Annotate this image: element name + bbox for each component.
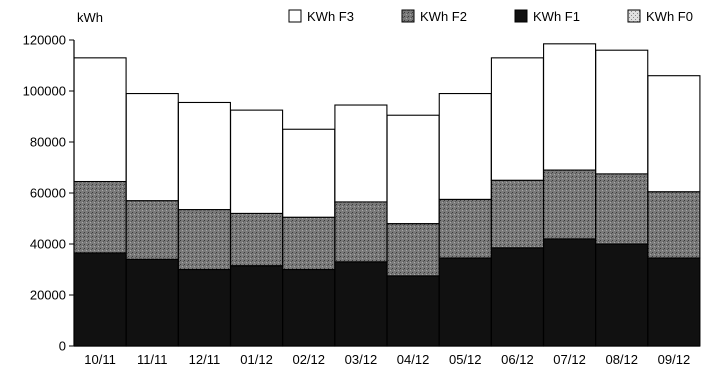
bar-segment-kwh-f2 xyxy=(490,179,544,249)
legend-label-kwh-f3: KWh F3 xyxy=(307,9,354,24)
bar-segment-kwh-f2 xyxy=(73,180,127,254)
bar-segment-kwh-f1 xyxy=(230,265,284,347)
bar-segment-kwh-f3 xyxy=(438,93,492,200)
bar-segment-kwh-f2 xyxy=(386,223,440,277)
bar-segment-kwh-f1 xyxy=(125,258,179,347)
bar-segment-kwh-f2 xyxy=(334,201,388,263)
bar-segment-kwh-f3 xyxy=(125,93,179,202)
legend-label-kwh-f2: KWh F2 xyxy=(420,9,467,24)
bar-segment-kwh-f3 xyxy=(386,114,440,225)
y-tick-label: 40000 xyxy=(30,237,66,252)
y-axis-unit-label: kWh xyxy=(77,10,103,25)
bar-segment-kwh-f3 xyxy=(490,57,544,181)
bar-segment-kwh-f2 xyxy=(125,200,179,260)
bar-segment-kwh-f1 xyxy=(334,261,388,347)
bar-segment-kwh-f3 xyxy=(334,104,388,203)
x-tick-label: 01/12 xyxy=(240,352,273,367)
bar-segment-kwh-f2 xyxy=(595,173,649,245)
legend-label-kwh-f1: KWh F1 xyxy=(533,9,580,24)
y-axis-ticks: 0 20000 40000 60000 80000 100000 120000 xyxy=(23,33,74,354)
bar-segment-kwh-f1 xyxy=(73,252,127,347)
bar-segment-kwh-f2 xyxy=(177,209,231,271)
legend-swatch-kwh-f1 xyxy=(514,9,528,23)
bar-segment-kwh-f2 xyxy=(438,198,492,259)
bar-segment-kwh-f1 xyxy=(647,257,701,347)
legend-label-kwh-f0: KWh F0 xyxy=(646,9,693,24)
x-tick-label: 06/12 xyxy=(501,352,534,367)
legend-swatch-kwh-f2 xyxy=(401,9,415,23)
bar-segment-kwh-f3 xyxy=(595,49,649,175)
x-tick-label: 10/11 xyxy=(84,352,116,367)
bar-segment-kwh-f3 xyxy=(543,43,597,171)
x-tick-label: 07/12 xyxy=(553,352,586,367)
bar-segment-kwh-f3 xyxy=(177,101,231,211)
x-axis-labels: 10/11 11/11 12/11 01/12 02/12 03/12 04/12 05/12… xyxy=(84,352,690,367)
y-tick-label: 120000 xyxy=(23,33,66,48)
y-tick-label: 80000 xyxy=(30,135,66,150)
bar-segment-kwh-f1 xyxy=(282,268,336,347)
x-tick-label: 08/12 xyxy=(605,352,638,367)
y-tick-label: 100000 xyxy=(23,84,66,99)
bar-segment-kwh-f1 xyxy=(543,238,597,347)
y-tick-label: 0 xyxy=(59,339,66,354)
x-tick-label: 11/11 xyxy=(137,352,168,367)
x-tick-label: 12/11 xyxy=(189,352,221,367)
bar-segment-kwh-f3 xyxy=(282,128,336,218)
legend-swatch-kwh-f0 xyxy=(627,9,641,23)
bar-segment-kwh-f1 xyxy=(386,275,440,347)
y-tick-label: 60000 xyxy=(30,186,66,201)
bar-segment-kwh-f2 xyxy=(282,216,336,271)
legend: KWh F3 KWh F2 KWh F1 KWh F0 xyxy=(288,9,693,24)
bars xyxy=(73,43,701,347)
bar-segment-kwh-f1 xyxy=(490,247,544,347)
x-tick-label: 03/12 xyxy=(345,352,378,367)
bar-segment-kwh-f1 xyxy=(438,257,492,347)
x-tick-label: 02/12 xyxy=(292,352,325,367)
bar-segment-kwh-f3 xyxy=(230,109,284,214)
x-tick-label: 09/12 xyxy=(658,352,691,367)
legend-swatch-kwh-f3 xyxy=(288,9,302,23)
bar-segment-kwh-f3 xyxy=(73,57,127,183)
y-tick-label: 20000 xyxy=(30,288,66,303)
x-tick-label: 04/12 xyxy=(397,352,430,367)
bar-segment-kwh-f1 xyxy=(595,243,649,347)
bar-segment-kwh-f2 xyxy=(543,169,597,240)
bar-segment-kwh-f1 xyxy=(177,268,231,347)
bar-segment-kwh-f2 xyxy=(647,191,701,259)
bar-segment-kwh-f2 xyxy=(230,212,284,267)
x-tick-label: 05/12 xyxy=(449,352,482,367)
bar-segment-kwh-f3 xyxy=(647,75,701,193)
